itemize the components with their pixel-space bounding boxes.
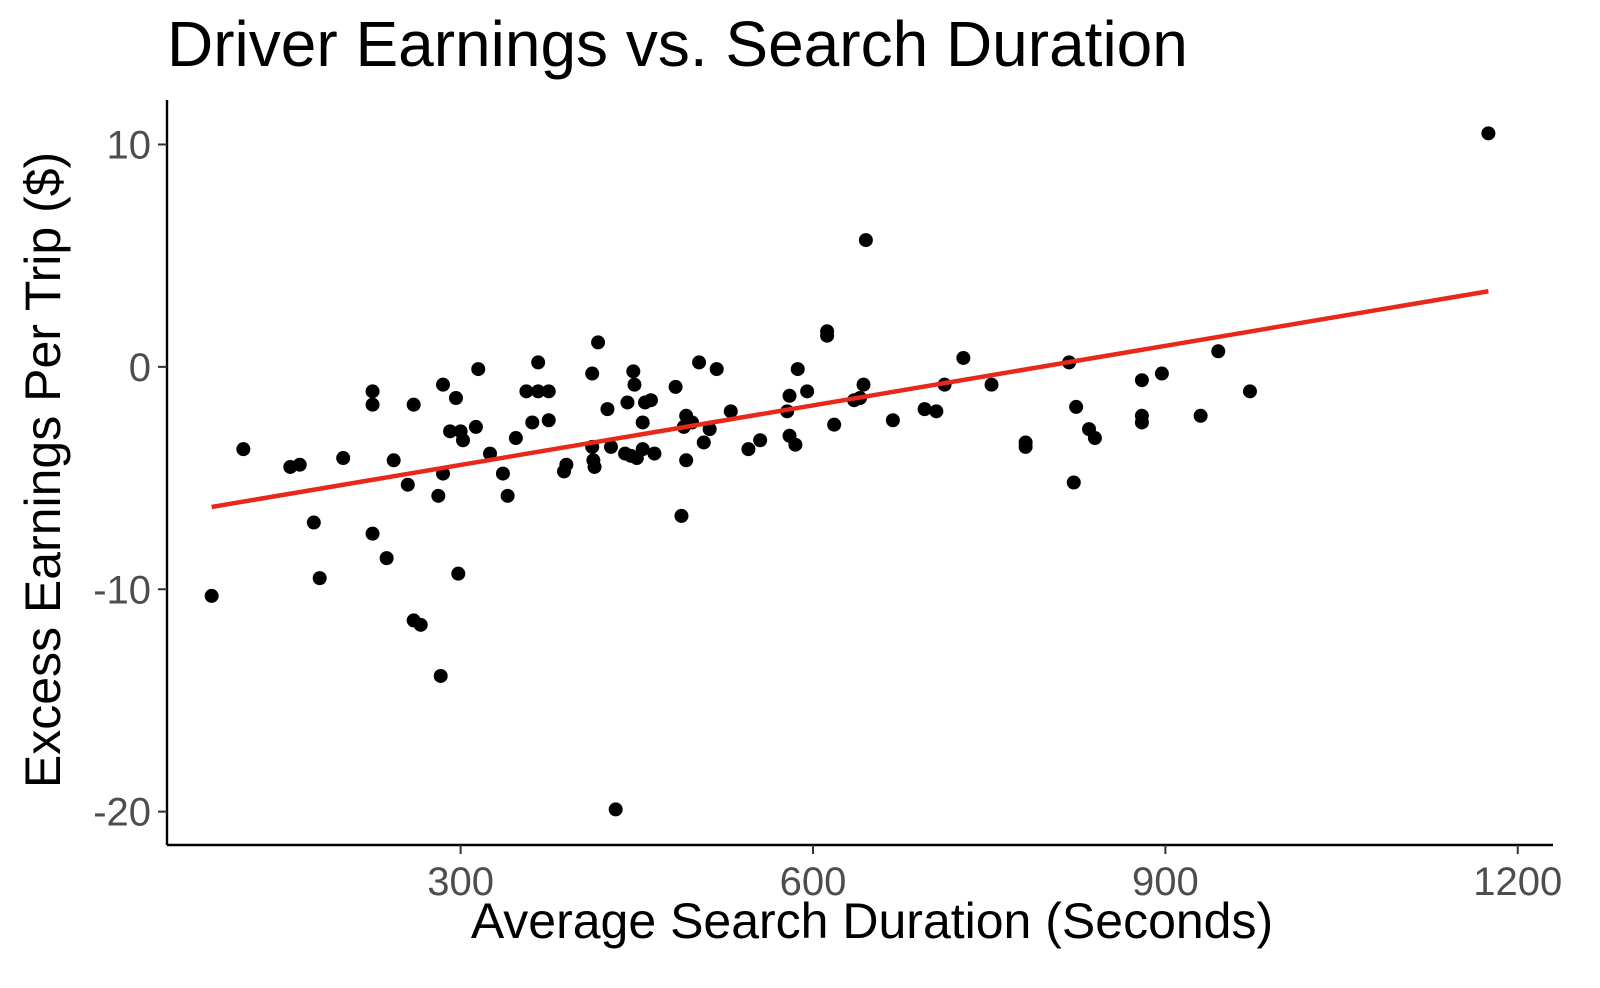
data-point [674, 508, 689, 523]
data-point [635, 415, 650, 430]
data-point [379, 551, 394, 566]
data-point [585, 366, 600, 381]
y-axis-title: Excess Earnings Per Trip ($) [15, 152, 71, 788]
data-point [885, 413, 900, 428]
data-point [336, 451, 351, 466]
data-point [443, 424, 458, 439]
data-point [800, 384, 815, 399]
data-point [668, 379, 683, 394]
plot-area [204, 126, 1496, 817]
data-point [400, 477, 415, 492]
data-point [1134, 373, 1149, 388]
data-point [984, 377, 999, 392]
data-point [929, 404, 944, 419]
x-axis-title: Average Search Duration (Seconds) [471, 893, 1273, 949]
data-point [723, 404, 738, 419]
data-point [1066, 475, 1081, 490]
data-point [236, 442, 251, 457]
data-point [696, 435, 711, 450]
data-point [753, 433, 768, 448]
data-point [1069, 399, 1084, 414]
y-tick-label: 10 [107, 123, 152, 167]
data-point [204, 588, 219, 603]
data-point [626, 364, 641, 379]
data-point [312, 571, 327, 586]
data-point [627, 377, 642, 392]
data-point [386, 453, 401, 468]
data-point [541, 384, 556, 399]
data-point [292, 457, 307, 472]
data-point [643, 393, 658, 408]
data-point [647, 446, 662, 461]
data-point [495, 466, 510, 481]
data-point [1087, 431, 1102, 446]
data-point [827, 417, 842, 432]
data-point [471, 362, 486, 377]
y-tick-label: -20 [93, 791, 151, 835]
data-point [531, 355, 546, 370]
data-point [741, 442, 756, 457]
data-point [620, 395, 635, 410]
data-point [692, 355, 707, 370]
y-tick-label: 0 [129, 346, 151, 390]
x-axis-ticks: 300 600 900 1200 [427, 845, 1562, 904]
data-point [917, 402, 932, 417]
data-point [709, 362, 724, 377]
data-point [790, 362, 805, 377]
data-point [508, 431, 523, 446]
data-point [365, 526, 380, 541]
data-point [559, 457, 574, 472]
x-tick-label: 1200 [1473, 860, 1562, 904]
data-point [820, 324, 835, 339]
data-point [1481, 126, 1496, 141]
data-point [591, 335, 606, 350]
data-point [431, 488, 446, 503]
data-point [635, 442, 650, 457]
data-point [1242, 384, 1257, 399]
data-point [856, 377, 871, 392]
data-point [468, 419, 483, 434]
data-point [413, 617, 428, 632]
data-point [451, 566, 466, 581]
x-tick-label: 300 [427, 860, 494, 904]
y-tick-label: -10 [93, 568, 151, 612]
data-point [525, 415, 540, 430]
data-point [433, 668, 448, 683]
x-tick-label: 900 [1132, 860, 1199, 904]
data-point [306, 515, 321, 530]
data-point [603, 439, 618, 454]
data-point [1134, 415, 1149, 430]
data-point [600, 402, 615, 417]
data-point [455, 433, 470, 448]
data-point [436, 377, 451, 392]
data-point [519, 384, 534, 399]
data-point [531, 384, 546, 399]
data-point [500, 488, 515, 503]
data-point [858, 233, 873, 248]
data-point [608, 802, 623, 817]
regression-line [211, 289, 1489, 510]
data-point [788, 437, 803, 452]
data-point [587, 459, 602, 474]
data-point [365, 384, 380, 399]
data-point [679, 453, 694, 468]
data-point [1211, 344, 1226, 359]
y-axis-ticks: 10 0 -10 -20 [93, 123, 167, 835]
data-point [782, 388, 797, 403]
data-point [365, 397, 380, 412]
data-point [956, 350, 971, 365]
data-point [1193, 408, 1208, 423]
x-tick-label: 600 [780, 860, 847, 904]
data-point [1018, 439, 1033, 454]
data-point [448, 391, 463, 405]
data-point [406, 397, 421, 412]
chart-title: Driver Earnings vs. Search Duration [167, 8, 1188, 80]
data-point [1154, 366, 1169, 381]
data-point [541, 413, 556, 428]
